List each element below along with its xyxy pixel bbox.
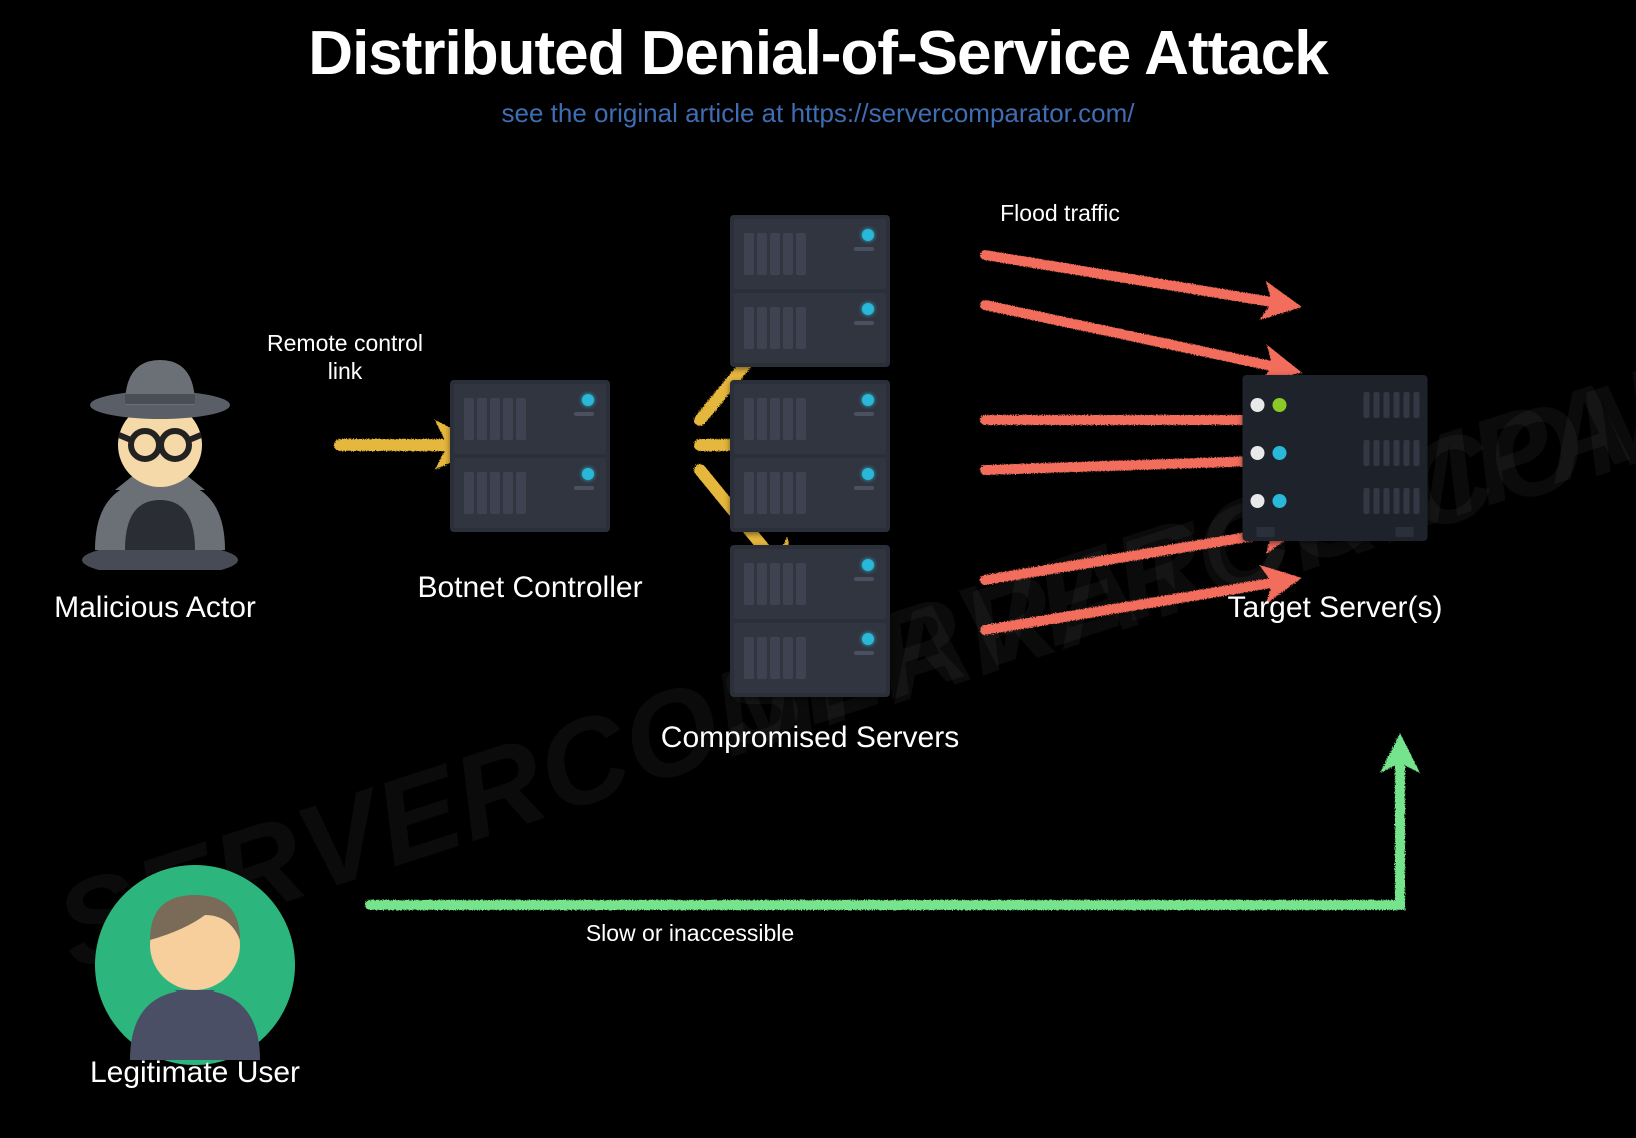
malicious-actor-label: Malicious Actor — [54, 590, 256, 626]
compromised-servers-label: Compromised Servers — [661, 720, 959, 756]
compromised-server-icon — [730, 545, 890, 697]
legitimate-user-label: Legitimate User — [45, 1055, 345, 1091]
page-title: Distributed Denial-of-Service Attack — [0, 18, 1636, 89]
compromised-server-icon — [730, 380, 890, 532]
edge-label-flood: Flood traffic — [1000, 200, 1120, 228]
malicious-actor-icon — [65, 350, 255, 575]
botnet-controller-icon — [450, 380, 610, 532]
legitimate-user-icon — [90, 860, 300, 1075]
edge-label-remote-control: Remote control link — [255, 330, 435, 385]
edge-label-slow: Slow or inaccessible — [586, 920, 794, 948]
compromised-server-icon — [730, 215, 890, 367]
target-server-label: Target Server(s) — [1227, 590, 1442, 626]
page-subtitle: see the original article at https://serv… — [0, 98, 1636, 129]
botnet-controller-label: Botnet Controller — [417, 570, 642, 606]
target-server-icon — [1243, 375, 1428, 541]
